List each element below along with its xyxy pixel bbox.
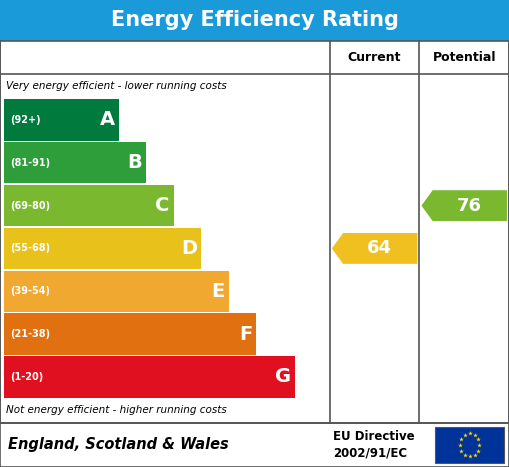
Text: 64: 64 (367, 240, 392, 257)
Text: 76: 76 (457, 197, 482, 215)
Text: Potential: Potential (433, 51, 496, 64)
Text: G: G (275, 368, 291, 386)
Text: D: D (181, 239, 197, 258)
Bar (4, 313, 256, 355)
Text: (39-54): (39-54) (10, 286, 50, 296)
Text: B: B (127, 153, 142, 172)
Text: (81-91): (81-91) (10, 158, 50, 168)
Text: (92+): (92+) (10, 115, 41, 125)
Text: A: A (100, 111, 115, 129)
Bar (0, 0, 509, 41)
Text: Not energy efficient - higher running costs: Not energy efficient - higher running co… (6, 405, 227, 416)
Text: EU Directive: EU Directive (333, 430, 415, 443)
Bar (435, 427, 504, 462)
Text: England, Scotland & Wales: England, Scotland & Wales (8, 437, 229, 453)
Polygon shape (421, 190, 507, 221)
Bar (4, 142, 146, 184)
Text: E: E (211, 282, 224, 301)
Text: (69-80): (69-80) (10, 201, 50, 211)
Bar (4, 228, 201, 269)
Text: C: C (155, 196, 169, 215)
Text: (21-38): (21-38) (10, 329, 50, 339)
Bar (4, 356, 295, 397)
Text: F: F (239, 325, 252, 344)
Polygon shape (332, 233, 417, 264)
Text: Very energy efficient - lower running costs: Very energy efficient - lower running co… (6, 81, 227, 92)
Text: (55-68): (55-68) (10, 243, 50, 254)
Bar (4, 270, 229, 312)
Text: Current: Current (348, 51, 402, 64)
Bar (4, 185, 174, 226)
Bar (4, 99, 119, 141)
Text: 2002/91/EC: 2002/91/EC (333, 447, 408, 460)
Bar (0, 41, 509, 423)
Text: Energy Efficiency Rating: Energy Efficiency Rating (110, 10, 399, 30)
Text: (1-20): (1-20) (10, 372, 43, 382)
